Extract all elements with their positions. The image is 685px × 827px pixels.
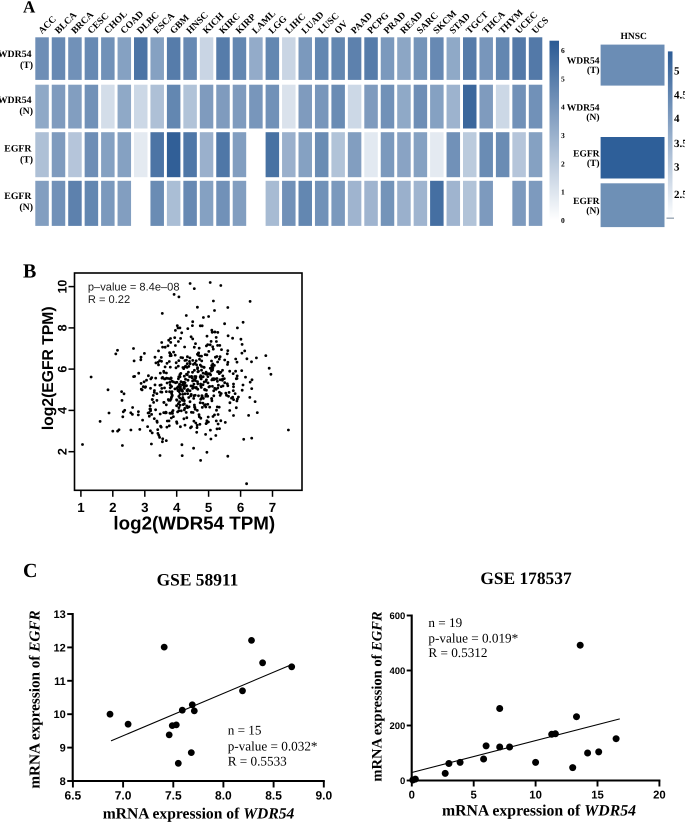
svg-text:6: 6: [561, 46, 565, 55]
svg-text:GSE 58911: GSE 58911: [157, 569, 239, 589]
svg-text:8: 8: [56, 324, 70, 331]
svg-text:12: 12: [54, 642, 66, 654]
svg-text:8: 8: [60, 776, 66, 788]
svg-text:(N): (N): [586, 207, 599, 217]
svg-text:A: A: [23, 0, 36, 17]
svg-text:0: 0: [409, 790, 415, 802]
svg-text:EGFR: EGFR: [573, 150, 600, 160]
svg-text:EGFR: EGFR: [4, 191, 32, 202]
svg-text:(N): (N): [586, 113, 599, 123]
svg-text:7.0: 7.0: [115, 789, 132, 803]
svg-text:20: 20: [653, 790, 666, 802]
svg-text:6.5: 6.5: [65, 789, 82, 803]
svg-text:mRNA expression of EGFR: mRNA expression of EGFR: [370, 611, 386, 781]
svg-text:WDR54: WDR54: [567, 104, 600, 114]
svg-text:2.5: 2.5: [674, 189, 685, 201]
svg-text:R = 0.5312: R = 0.5312: [428, 645, 487, 660]
svg-text:3: 3: [674, 162, 680, 174]
svg-text:log2(EGFR TPM): log2(EGFR TPM): [40, 306, 57, 430]
svg-text:n = 19: n = 19: [428, 615, 462, 630]
svg-text:0: 0: [400, 776, 405, 787]
svg-text:(T): (T): [20, 60, 33, 71]
svg-text:0: 0: [561, 216, 565, 225]
svg-text:200: 200: [389, 721, 405, 732]
svg-text:10: 10: [54, 709, 66, 721]
svg-text:9.0: 9.0: [315, 789, 332, 803]
svg-text:4: 4: [56, 407, 70, 414]
svg-text:HNSC: HNSC: [620, 32, 647, 42]
svg-text:(N): (N): [19, 106, 33, 117]
svg-text:9: 9: [60, 743, 66, 755]
svg-text:WDR54: WDR54: [0, 95, 32, 106]
svg-text:mRNA expression of EGFR: mRNA expression of EGFR: [27, 610, 44, 788]
svg-text:C: C: [23, 560, 37, 582]
svg-text:600: 600: [389, 611, 405, 622]
svg-text:GSE 178537: GSE 178537: [480, 568, 572, 588]
svg-text:4.5: 4.5: [674, 90, 685, 102]
svg-text:WDR54: WDR54: [567, 57, 600, 67]
svg-text:8.5: 8.5: [265, 789, 282, 803]
svg-text:4: 4: [173, 500, 181, 515]
svg-text:EGFR: EGFR: [4, 144, 32, 155]
svg-text:6: 6: [56, 366, 70, 373]
svg-text:7: 7: [269, 500, 276, 515]
svg-text:1: 1: [561, 188, 565, 197]
svg-text:8.0: 8.0: [215, 789, 232, 803]
svg-text:WDR54: WDR54: [0, 49, 32, 60]
svg-text:p–value = 8.4e–08: p–value = 8.4e–08: [88, 281, 180, 293]
svg-text:2: 2: [561, 159, 565, 168]
svg-text:10: 10: [529, 790, 542, 802]
svg-text:4: 4: [561, 103, 565, 112]
svg-text:15: 15: [591, 790, 604, 802]
svg-text:R = 0.5533: R = 0.5533: [228, 754, 287, 769]
svg-text:EGFR: EGFR: [573, 197, 600, 207]
svg-text:n = 15: n = 15: [228, 722, 262, 737]
svg-text:4: 4: [674, 113, 680, 125]
svg-text:2: 2: [109, 500, 116, 515]
svg-text:11: 11: [54, 676, 66, 688]
svg-text:2: 2: [56, 448, 70, 455]
svg-text:13: 13: [54, 609, 66, 621]
svg-text:(T): (T): [587, 159, 600, 169]
svg-text:5: 5: [561, 74, 565, 83]
svg-text:1: 1: [77, 500, 85, 515]
svg-text:10: 10: [56, 280, 70, 294]
svg-text:5: 5: [674, 66, 680, 78]
svg-text:mRNA expression of WDR54: mRNA expression of WDR54: [442, 803, 636, 820]
svg-text:7.5: 7.5: [165, 789, 182, 803]
svg-text:R = 0.22: R = 0.22: [88, 294, 130, 306]
svg-text:5: 5: [205, 500, 213, 515]
svg-text:mRNA expression of WDR54: mRNA expression of WDR54: [103, 805, 295, 822]
svg-text:400: 400: [389, 666, 405, 677]
svg-text:(T): (T): [587, 66, 600, 76]
svg-text:p-value = 0.019*: p-value = 0.019*: [428, 630, 518, 645]
svg-text:(T): (T): [20, 155, 33, 166]
svg-text:B: B: [23, 261, 36, 283]
svg-text:3: 3: [141, 500, 148, 515]
svg-text:(N): (N): [19, 202, 33, 213]
svg-text:p-value = 0.032*: p-value = 0.032*: [228, 738, 318, 753]
svg-text:3.5: 3.5: [674, 138, 685, 150]
svg-text:3: 3: [561, 131, 565, 140]
svg-text:log2(WDR54 TPM): log2(WDR54 TPM): [113, 513, 275, 534]
svg-text:5: 5: [471, 790, 477, 802]
svg-text:6: 6: [237, 500, 244, 515]
